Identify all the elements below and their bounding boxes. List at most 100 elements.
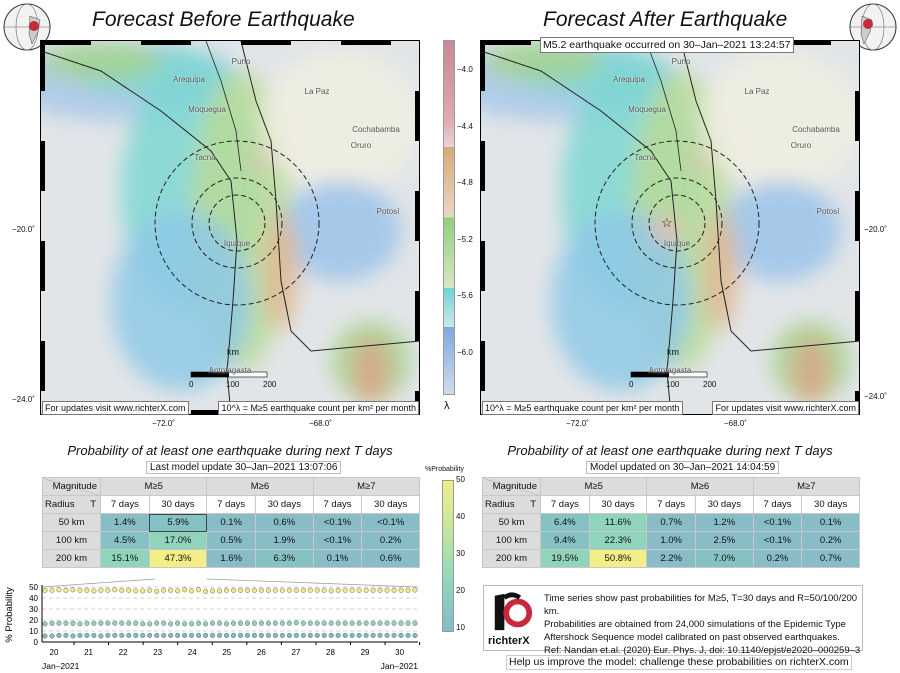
probability-cell[interactable]: 1.6% bbox=[206, 549, 257, 568]
probability-cell[interactable]: 0.1% bbox=[801, 513, 860, 532]
scale-tick: 200 bbox=[703, 380, 717, 389]
data-point bbox=[70, 587, 76, 593]
data-point bbox=[265, 620, 271, 626]
colorbar-tick: −6.0 bbox=[457, 347, 473, 357]
data-point bbox=[42, 587, 48, 593]
forecast-map-after[interactable]: ☆ km 0 100 200 Puno Arequipa La Paz Moquegua Coch… bbox=[480, 40, 860, 415]
data-point bbox=[42, 633, 48, 639]
data-point bbox=[237, 587, 244, 593]
data-point bbox=[216, 588, 223, 594]
richterx-logo bbox=[494, 592, 533, 631]
colorbar-tick: −4.4 bbox=[457, 121, 473, 131]
probability-cell[interactable]: 1.2% bbox=[695, 513, 754, 532]
table-row: 100 km 9.4% 22.3% 1.0% 2.5% <0.1% 0.2% bbox=[482, 531, 860, 550]
probability-cell[interactable]: 1.0% bbox=[646, 531, 697, 550]
data-point bbox=[49, 633, 55, 639]
probability-cell[interactable]: 2.2% bbox=[646, 549, 697, 568]
data-point bbox=[147, 587, 153, 593]
scale-unit: km bbox=[667, 347, 679, 357]
probability-cell[interactable]: <0.1% bbox=[361, 513, 420, 532]
probability-cell[interactable]: <0.1% bbox=[312, 513, 363, 532]
probability-cell[interactable]: 15.1% bbox=[100, 549, 150, 568]
y-tick-label: 10 bbox=[29, 627, 38, 636]
data-point bbox=[133, 620, 139, 626]
data-point bbox=[70, 620, 76, 626]
data-point bbox=[370, 632, 376, 638]
forecast-map-before[interactable]: km 0 100 200 Puno Arequipa La Paz Moquegua Cocha… bbox=[40, 40, 420, 415]
data-point bbox=[63, 632, 69, 638]
lat-tick: −20.0˚ bbox=[864, 225, 887, 234]
probability-cell[interactable]: <0.1% bbox=[752, 531, 803, 550]
data-point bbox=[251, 632, 257, 638]
probability-cell[interactable]: 17.0% bbox=[148, 531, 208, 550]
data-point bbox=[384, 632, 390, 638]
zoom-connector bbox=[41, 578, 156, 588]
probability-cell[interactable]: 0.1% bbox=[206, 513, 257, 532]
scale-unit: km bbox=[227, 347, 239, 357]
probability-cell[interactable]: 11.6% bbox=[588, 513, 648, 532]
probability-cell[interactable]: 4.5% bbox=[100, 531, 150, 550]
prob-colorbar-title: %Probability bbox=[425, 466, 464, 473]
probability-cell[interactable]: 1.9% bbox=[255, 531, 314, 550]
probability-cell[interactable]: 7.0% bbox=[695, 549, 754, 568]
data-point bbox=[349, 620, 355, 626]
data-point bbox=[42, 621, 48, 627]
probability-cell[interactable]: 1.4% bbox=[100, 513, 150, 532]
data-point bbox=[77, 621, 83, 627]
period-col: 7 days bbox=[646, 495, 697, 514]
data-point bbox=[140, 621, 146, 627]
update-time: Last model update 30–Jan–2021 13:07:06 bbox=[146, 461, 342, 474]
magnitude-header: Magnitude bbox=[482, 477, 541, 496]
challenge-link[interactable]: Help us improve the model: challenge the… bbox=[506, 655, 852, 670]
data-point bbox=[126, 632, 132, 638]
probability-table: Magnitude M≥5 M≥6 M≥7 Radius T 7 days 30 days 7 … bbox=[42, 477, 421, 568]
probability-cell[interactable]: 0.7% bbox=[646, 513, 697, 532]
colorbar-tick: −4.8 bbox=[457, 178, 473, 187]
probability-cell[interactable]: 0.1% bbox=[312, 549, 363, 568]
data-point bbox=[335, 620, 341, 626]
prob-colorbar-tick: 50 bbox=[456, 475, 465, 484]
probability-cell[interactable]: 0.2% bbox=[361, 531, 420, 550]
data-point bbox=[356, 632, 362, 638]
table-row: 50 km 1.4% 5.9% 0.1% 0.6% <0.1% <0.1% bbox=[42, 513, 420, 532]
data-point bbox=[377, 632, 383, 638]
probability-cell[interactable]: <0.1% bbox=[752, 513, 803, 532]
probability-cell[interactable]: 5.9% bbox=[148, 513, 208, 532]
x-tick-label: 28 bbox=[326, 648, 335, 657]
t-label: T bbox=[530, 499, 536, 510]
data-point bbox=[196, 632, 202, 638]
globe-icon bbox=[849, 3, 897, 51]
city-label: Puno bbox=[671, 57, 691, 66]
probability-cell[interactable]: 0.6% bbox=[255, 513, 314, 532]
probability-cell[interactable]: 50.8% bbox=[588, 549, 648, 568]
magnitude-col: M≥5 bbox=[539, 477, 648, 496]
probability-cell[interactable]: 19.5% bbox=[540, 549, 590, 568]
probability-cell[interactable]: 6.3% bbox=[255, 549, 314, 568]
data-point bbox=[105, 587, 111, 593]
data-point bbox=[321, 632, 327, 638]
probability-cell[interactable]: <0.1% bbox=[312, 531, 363, 550]
data-point bbox=[370, 620, 376, 626]
probability-cell[interactable]: 6.4% bbox=[540, 513, 590, 532]
probability-cell[interactable]: 0.2% bbox=[801, 531, 860, 550]
lambda-legend: 10^λ = M≥5 earthquake count per km² per … bbox=[218, 401, 419, 415]
probability-cell[interactable]: 0.7% bbox=[801, 549, 860, 568]
data-point bbox=[216, 620, 223, 626]
data-point bbox=[91, 620, 97, 626]
period-col: 30 days bbox=[255, 495, 314, 514]
probability-cell[interactable]: 22.3% bbox=[588, 531, 648, 550]
probability-cell[interactable]: 47.3% bbox=[148, 549, 208, 568]
data-point bbox=[307, 632, 313, 638]
probability-cell[interactable]: 0.5% bbox=[206, 531, 257, 550]
data-point bbox=[133, 632, 139, 638]
probability-cell[interactable]: 0.2% bbox=[752, 549, 803, 568]
info-line: Time series show past probabilities for … bbox=[544, 593, 858, 617]
probability-cell[interactable]: 0.6% bbox=[361, 549, 420, 568]
epicenter-star-icon: ☆ bbox=[661, 215, 673, 230]
probability-cell[interactable]: 9.4% bbox=[540, 531, 590, 550]
data-point bbox=[203, 632, 209, 638]
probability-cell[interactable]: 2.5% bbox=[695, 531, 754, 550]
info-line: Probabilities are obtained from 24,000 s… bbox=[544, 619, 846, 630]
period-col: 30 days bbox=[695, 495, 754, 514]
data-point bbox=[293, 620, 299, 626]
